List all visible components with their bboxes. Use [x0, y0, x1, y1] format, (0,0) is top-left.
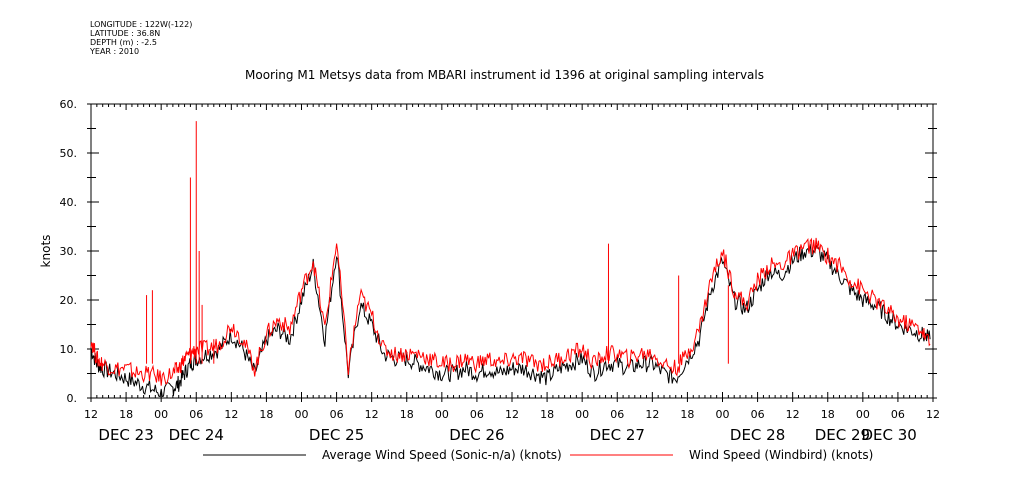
y-tick-label: 0. [67, 392, 78, 405]
x-tick-label: 18 [400, 408, 414, 421]
x-tick-label: 12 [224, 408, 238, 421]
day-label: DEC 24 [169, 426, 224, 444]
x-tick-label: 18 [119, 408, 133, 421]
x-tick-label: 12 [365, 408, 379, 421]
x-tick-label: 12 [926, 408, 940, 421]
x-tick-label: 12 [84, 408, 98, 421]
year-label: YEAR : 2010 [90, 47, 140, 56]
latitude-label: LATITUDE : 36.8N [90, 29, 161, 38]
x-tick-label: 18 [821, 408, 835, 421]
x-tick-label: 00 [295, 408, 309, 421]
depth-label: DEPTH (m) : -2.5 [90, 38, 157, 47]
chart-title: Mooring M1 Metsys data from MBARI instru… [245, 68, 764, 82]
x-tick-label: 18 [680, 408, 694, 421]
day-label: DEC 30 [861, 426, 916, 444]
y-tick-label: 10. [60, 343, 78, 356]
day-label: DEC 25 [309, 426, 364, 444]
y-tick-label: 50. [60, 147, 78, 160]
legend-label-average: Average Wind Speed (Sonic-n/a) (knots) [322, 448, 562, 462]
x-tick-label: 06 [751, 408, 765, 421]
x-tick-label: 18 [259, 408, 273, 421]
metadata-block: LONGITUDE : 122W(-122) LATITUDE : 36.8N … [90, 20, 192, 56]
windbird-wind-speed-line [90, 237, 931, 386]
y-tick-label: 20. [60, 294, 78, 307]
y-tick-label: 60. [60, 98, 78, 111]
y-tick-label: 30. [60, 245, 78, 258]
x-tick-label: 06 [470, 408, 484, 421]
day-label: DEC 29 [815, 426, 870, 444]
x-tick-label: 00 [716, 408, 730, 421]
x-tick-label: 06 [189, 408, 203, 421]
chart-series [90, 121, 931, 398]
x-tick-label: 06 [891, 408, 905, 421]
day-label: DEC 28 [730, 426, 785, 444]
x-tick-label: 12 [786, 408, 800, 421]
day-label: DEC 26 [449, 426, 504, 444]
y-tick-label: 40. [60, 196, 78, 209]
x-tick-label: 12 [645, 408, 659, 421]
x-tick-label: 06 [330, 408, 344, 421]
y-axis-label: knots [39, 235, 53, 268]
legend-label-windbird: Wind Speed (Windbird) (knots) [689, 448, 873, 462]
x-tick-label: 00 [575, 408, 589, 421]
x-tick-label: 06 [610, 408, 624, 421]
chart-legend: Average Wind Speed (Sonic-n/a) (knots) Wi… [203, 448, 873, 462]
x-tick-label: 18 [540, 408, 554, 421]
day-label: DEC 27 [590, 426, 645, 444]
average-wind-speed-line [90, 243, 931, 398]
x-tick-label: 00 [154, 408, 168, 421]
x-tick-label: 12 [505, 408, 519, 421]
x-tick-label: 00 [856, 408, 870, 421]
day-label: DEC 23 [98, 426, 153, 444]
chart-axes: 0. 10. 20. 30. 40. 50. 60. knots 12 18 00 06 12 18 00 0… [39, 98, 940, 444]
x-tick-label: 00 [435, 408, 449, 421]
longitude-label: LONGITUDE : 122W(-122) [90, 20, 193, 29]
